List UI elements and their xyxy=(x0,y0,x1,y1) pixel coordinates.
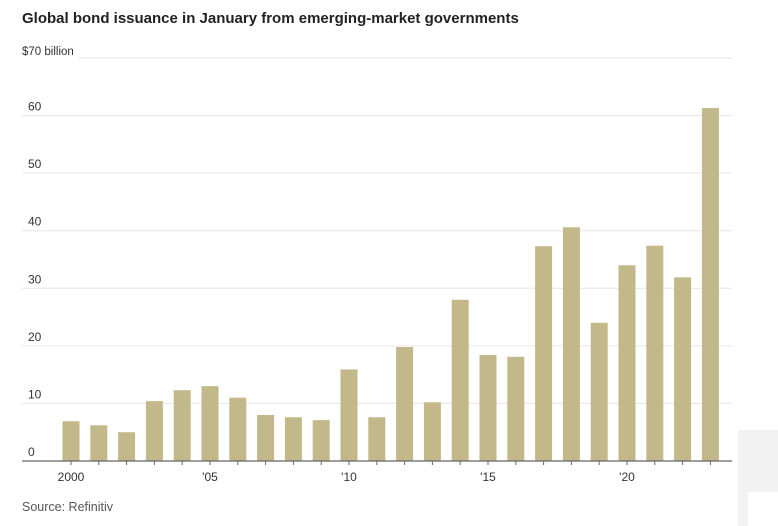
gridlines xyxy=(22,57,732,404)
bar-2017 xyxy=(535,246,553,461)
bars xyxy=(62,108,719,461)
bar-2004 xyxy=(173,390,191,461)
bar-2006 xyxy=(229,397,247,461)
y-tick-label: 50 xyxy=(28,157,42,171)
bar-2001 xyxy=(90,425,108,461)
x-tick-label: '20 xyxy=(619,470,635,484)
bar-2008 xyxy=(284,417,302,461)
corner-panel-inner xyxy=(748,492,778,526)
bar-2012 xyxy=(396,347,414,461)
source-note: Source: Refinitiv xyxy=(22,500,114,514)
y-tick-label: 0 xyxy=(28,445,35,459)
bar-2009 xyxy=(312,420,330,461)
bar-2003 xyxy=(145,401,163,461)
x-tick-label: '05 xyxy=(202,470,218,484)
x-tick-label: '10 xyxy=(341,470,357,484)
y-tick-label: 40 xyxy=(28,215,42,229)
chart-title: Global bond issuance in January from eme… xyxy=(22,10,519,27)
bar-2002 xyxy=(118,432,136,461)
y-tick-label: 30 xyxy=(28,272,42,286)
x-tick-label: 2000 xyxy=(58,470,85,484)
bar-2022 xyxy=(674,277,692,461)
bar-2000 xyxy=(62,421,80,461)
y-axis-unit-label: $70 billion xyxy=(22,46,74,58)
bar-2020 xyxy=(618,265,636,461)
bar-2007 xyxy=(257,414,275,461)
x-tick-label: '15 xyxy=(480,470,496,484)
y-tick-label: 10 xyxy=(28,387,42,401)
bar-2015 xyxy=(479,355,497,461)
y-tick-label: 60 xyxy=(28,100,42,114)
bar-2019 xyxy=(590,322,608,461)
bar-2011 xyxy=(368,417,386,461)
bar-2010 xyxy=(340,369,358,461)
y-axis-ticks: 0 10 20 30 40 50 60 xyxy=(28,100,42,459)
bar-2018 xyxy=(562,227,580,461)
bar-2016 xyxy=(507,356,525,461)
y-tick-label: 20 xyxy=(28,330,42,344)
x-axis-ticks: 2000 '05 '10 '15 '20 xyxy=(58,461,711,484)
bar-2023 xyxy=(701,108,719,461)
bar-2021 xyxy=(646,245,664,461)
bar-2013 xyxy=(423,402,441,461)
bar-2005 xyxy=(201,386,219,461)
bar-2014 xyxy=(451,299,469,461)
